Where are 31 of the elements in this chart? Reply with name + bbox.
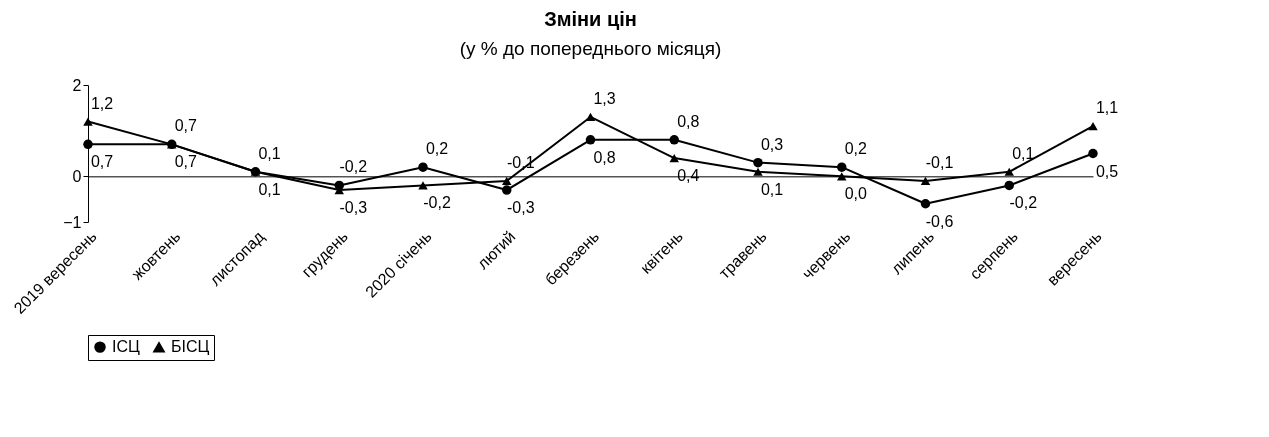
data-label: 0,0 <box>844 185 867 203</box>
data-label: 0,2 <box>844 140 867 158</box>
data-label: 1,2 <box>90 94 114 112</box>
y-tick-label: 2 <box>72 76 82 94</box>
data-label: 0,8 <box>593 148 616 166</box>
data-label: 0,1 <box>1012 144 1035 162</box>
data-label: 0,5 <box>1095 162 1119 180</box>
data-label: -0,3 <box>339 199 368 217</box>
chart-title: Зміни цін <box>544 8 637 30</box>
data-label: 0,2 <box>425 140 449 158</box>
data-label: -0,2 <box>1009 194 1038 212</box>
data-label: 0,3 <box>760 135 784 153</box>
data-label: -0,3 <box>506 199 535 217</box>
y-tick-label: 0 <box>72 167 82 185</box>
data-label: 0,1 <box>258 180 281 198</box>
legend-label: ІСЦ <box>112 338 140 356</box>
data-label: 0,7 <box>174 153 197 171</box>
data-label: 1,3 <box>593 89 616 107</box>
legend-label: БІСЦ <box>171 338 210 356</box>
data-label: -0,2 <box>423 194 451 212</box>
data-label: -0,1 <box>925 153 954 171</box>
data-label: 0,1 <box>258 144 281 162</box>
data-label: 0,1 <box>760 180 784 198</box>
data-label: -0,2 <box>339 158 368 176</box>
data-label: 0,7 <box>174 117 197 135</box>
data-label: 0,8 <box>677 112 700 130</box>
data-label: -0,6 <box>925 212 954 230</box>
y-tick-label: −1 <box>63 213 82 231</box>
data-label: 1,1 <box>1095 99 1119 117</box>
data-label: 0,7 <box>90 153 114 171</box>
chart-subtitle: (у % до попереднього місяця) <box>459 38 722 59</box>
